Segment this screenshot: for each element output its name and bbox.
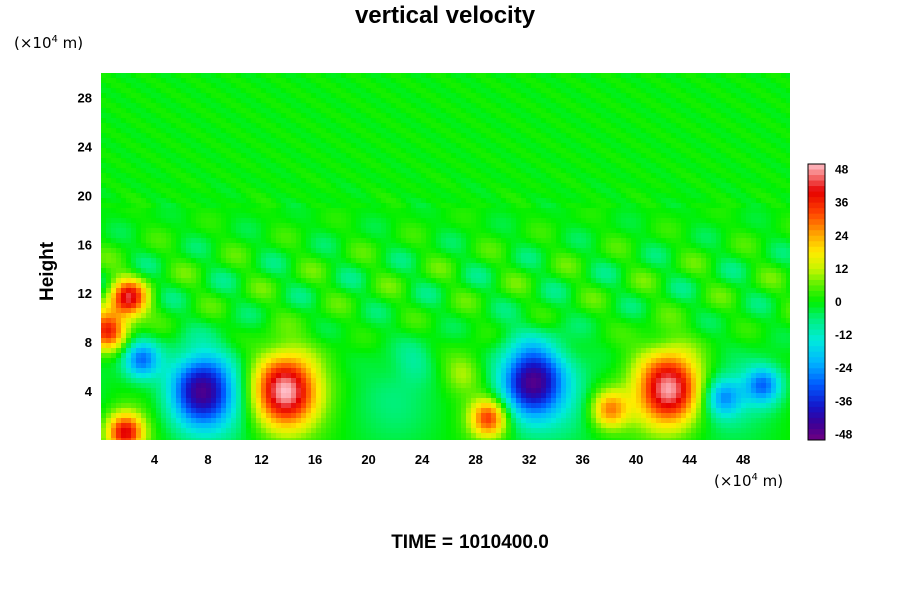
colorbar-band	[808, 384, 825, 391]
colorbar-band	[808, 313, 825, 320]
x-tick-label: 40	[629, 452, 643, 467]
x-tick-label: 48	[736, 452, 750, 467]
colorbar-band	[808, 263, 825, 270]
x-tick-label: 28	[468, 452, 482, 467]
colorbar-band	[808, 246, 825, 253]
colorbar-band	[808, 406, 825, 413]
colorbar-band	[808, 224, 825, 231]
y-tick-label: 24	[78, 139, 93, 154]
time-label: TIME =	[391, 532, 453, 553]
colorbar-band	[808, 285, 825, 292]
y-tick-label: 8	[85, 335, 92, 350]
colorbar-band	[808, 417, 825, 424]
colorbar-band	[808, 180, 825, 187]
colorbar-band	[808, 290, 825, 297]
time-value: 1010400.0	[458, 532, 549, 553]
colorbar-band	[808, 329, 825, 336]
y-axis-ticks: 4 8 12 16 20 24 28	[78, 90, 93, 399]
colorbar-band	[808, 279, 825, 286]
time-readout: TIME = 1010400.0	[0, 532, 900, 554]
colorbar-band	[808, 296, 825, 303]
colorbar-band	[808, 346, 825, 353]
x-tick-label: 36	[575, 452, 589, 467]
colorbar-band	[808, 373, 825, 380]
colorbar-band	[808, 428, 825, 435]
colorbar-band	[808, 191, 825, 198]
colorbar-band	[808, 434, 825, 441]
x-tick-label: 24	[415, 452, 430, 467]
colorbar-tick-label: -12	[835, 328, 853, 342]
colorbar-band	[808, 197, 825, 204]
x-tick-label: 20	[361, 452, 375, 467]
x-axis-ticks: 4 8 12 16 20 24 28 32 36 40 44 48	[151, 452, 751, 467]
colorbar-band	[808, 252, 825, 259]
colorbar-band	[808, 362, 825, 369]
colorbar-band	[808, 213, 825, 220]
y-tick-label: 4	[85, 384, 93, 399]
x-tick-label: 44	[682, 452, 697, 467]
colorbar-band	[808, 390, 825, 397]
colorbar-band	[808, 340, 825, 347]
x-axis-unit: (×104 m)	[714, 472, 784, 490]
x-tick-label: 8	[204, 452, 211, 467]
colorbar-band	[808, 235, 825, 242]
colorbar-band	[808, 241, 825, 248]
colorbar-band	[808, 230, 825, 237]
colorbar-band	[808, 324, 825, 331]
colorbar-band	[808, 395, 825, 402]
colorbar-band	[808, 318, 825, 325]
colorbar-band	[808, 423, 825, 430]
colorbar-tick-label: 48	[835, 163, 849, 177]
y-tick-label: 12	[78, 286, 92, 301]
x-tick-label: 12	[254, 452, 268, 467]
colorbar-tick-label: 24	[835, 229, 849, 243]
y-tick-label: 16	[78, 237, 92, 252]
colorbar-tick-label: -48	[835, 427, 853, 441]
colorbar-band	[808, 379, 825, 386]
colorbar-band	[808, 208, 825, 215]
colorbar-tick-label: -24	[835, 361, 853, 375]
chart-title: vertical velocity	[354, 2, 536, 29]
colorbar-band	[808, 335, 825, 342]
colorbar-band	[808, 169, 825, 176]
colorbar-band	[808, 186, 825, 193]
colorbar-band	[808, 202, 825, 209]
y-tick-label: 20	[78, 188, 92, 203]
x-tick-label: 4	[151, 452, 159, 467]
colorbar-band	[808, 357, 825, 364]
colorbar-border	[807, 163, 826, 441]
velocity-field	[101, 73, 790, 440]
colorbar-band	[808, 164, 825, 171]
colorbar: 48 36 24 12 0 -12 -24 -36 -48	[807, 163, 853, 441]
colorbar-band	[808, 302, 825, 309]
y-tick-label: 28	[78, 90, 92, 105]
colorbar-band	[808, 219, 825, 226]
colorbar-band	[808, 257, 825, 264]
colorbar-band	[808, 307, 825, 314]
colorbar-tick-label: 36	[835, 196, 849, 210]
x-tick-label: 16	[308, 452, 322, 467]
colorbar-tick-label: 0	[835, 295, 842, 309]
colorbar-band	[808, 351, 825, 358]
colorbar-band	[808, 268, 825, 275]
y-axis-unit: (×104 m)	[14, 34, 84, 52]
colorbar-band	[808, 274, 825, 281]
colorbar-band	[808, 401, 825, 408]
colorbar-tick-label: 12	[835, 262, 849, 276]
colorbar-band	[808, 412, 825, 419]
colorbar-band	[808, 368, 825, 375]
colorbar-tick-label: -36	[835, 394, 853, 408]
x-tick-label: 32	[522, 452, 536, 467]
colorbar-band	[808, 175, 825, 182]
